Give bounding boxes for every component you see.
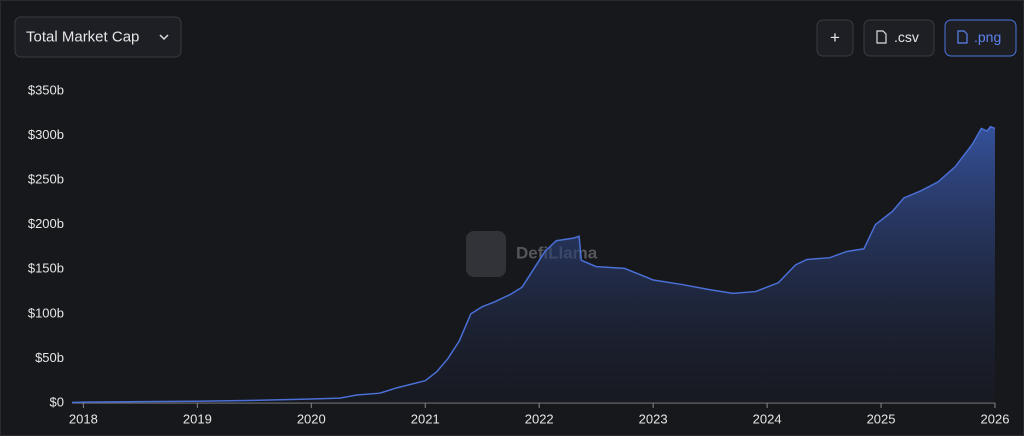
add-label[interactable]: + bbox=[830, 28, 840, 47]
y-tick-label: $100b bbox=[28, 305, 64, 320]
file-icon bbox=[957, 30, 968, 44]
x-tick-label: 2026 bbox=[981, 411, 1010, 426]
csv-button[interactable] bbox=[863, 19, 935, 57]
x-tick-label: 2024 bbox=[753, 411, 782, 426]
y-tick-label: $350b bbox=[28, 82, 64, 97]
file-icon bbox=[876, 30, 887, 44]
add-button[interactable] bbox=[816, 19, 854, 57]
csv-label[interactable]: .csv bbox=[894, 29, 919, 45]
x-tick-label: 2019 bbox=[183, 411, 212, 426]
selector-label[interactable]: Total Market Cap bbox=[26, 28, 139, 45]
x-tick-label: 2022 bbox=[525, 411, 554, 426]
png-label[interactable]: .png bbox=[974, 29, 1001, 45]
png-button[interactable] bbox=[944, 19, 1017, 57]
x-tick-label: 2018 bbox=[69, 411, 98, 426]
line bbox=[71, 125, 996, 404]
y-tick-label: $300b bbox=[28, 127, 64, 142]
y-tick-label: $200b bbox=[28, 216, 64, 231]
x-tick-label: 2021 bbox=[411, 411, 440, 426]
x-tick-label: 2025 bbox=[867, 411, 896, 426]
selector[interactable] bbox=[14, 16, 182, 58]
watermark-logo bbox=[466, 231, 506, 277]
y-tick-label: $0 bbox=[50, 394, 64, 409]
area bbox=[72, 126, 995, 404]
x-tick-label: 2023 bbox=[639, 411, 668, 426]
y-tick-label: $50b bbox=[35, 350, 64, 365]
y-tick-label: $150b bbox=[28, 261, 64, 276]
chevron[interactable] bbox=[159, 34, 169, 41]
y-tick-label: $250b bbox=[28, 172, 64, 187]
x-tick-label: 2020 bbox=[297, 411, 326, 426]
